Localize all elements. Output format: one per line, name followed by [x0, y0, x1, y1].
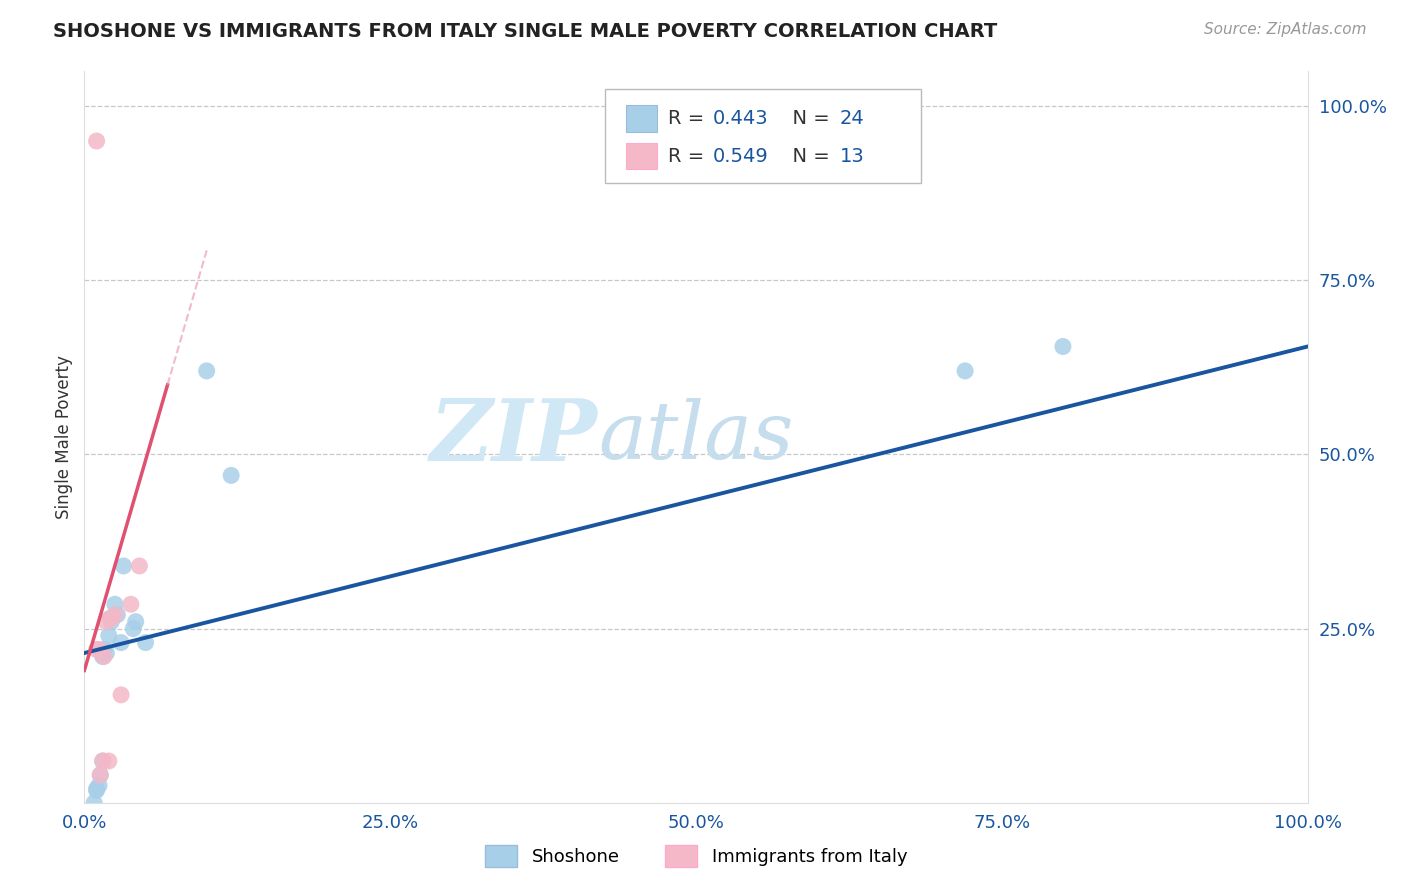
Point — [100, 615, 122, 629]
Point — [86, 134, 108, 148]
Text: Source: ZipAtlas.com: Source: ZipAtlas.com — [1204, 22, 1367, 37]
Point — [86, 642, 108, 657]
Y-axis label: Single Male Poverty: Single Male Poverty — [55, 355, 73, 519]
Text: 13: 13 — [839, 146, 865, 166]
Legend: Shoshone, Immigrants from Italy: Shoshone, Immigrants from Italy — [478, 838, 914, 874]
Point — [110, 688, 132, 702]
Point — [87, 778, 110, 792]
Text: N =: N = — [780, 109, 837, 128]
Point — [89, 768, 111, 782]
Point — [96, 615, 118, 629]
Point — [195, 364, 218, 378]
Point — [86, 781, 108, 796]
Point — [100, 611, 122, 625]
Point — [135, 635, 157, 649]
Point — [112, 558, 135, 573]
Text: ZIP: ZIP — [430, 395, 598, 479]
Point — [97, 629, 120, 643]
Point — [83, 796, 105, 810]
Point — [93, 642, 115, 657]
Text: 0.549: 0.549 — [713, 146, 769, 166]
Text: 0.443: 0.443 — [713, 109, 769, 128]
Text: SHOSHONE VS IMMIGRANTS FROM ITALY SINGLE MALE POVERTY CORRELATION CHART: SHOSHONE VS IMMIGRANTS FROM ITALY SINGLE… — [53, 22, 998, 41]
Point — [110, 635, 132, 649]
Point — [91, 649, 114, 664]
Point — [87, 642, 110, 657]
Text: atlas: atlas — [598, 399, 793, 475]
Point — [93, 649, 115, 664]
Point — [91, 646, 114, 660]
Point — [91, 754, 114, 768]
Point — [953, 364, 976, 378]
Point — [125, 615, 148, 629]
Text: N =: N = — [780, 146, 837, 166]
Point — [1052, 339, 1074, 353]
Text: R =: R = — [668, 109, 710, 128]
Point — [86, 783, 108, 797]
Point — [104, 597, 127, 611]
Text: R =: R = — [668, 146, 710, 166]
Point — [98, 611, 121, 625]
Point — [105, 607, 128, 622]
Point — [104, 607, 127, 622]
Point — [122, 622, 145, 636]
Point — [219, 468, 242, 483]
Point — [128, 558, 150, 573]
Point — [96, 646, 118, 660]
Point — [91, 754, 114, 768]
Point — [120, 597, 142, 611]
Point — [97, 754, 120, 768]
Point — [89, 768, 111, 782]
Text: 24: 24 — [839, 109, 865, 128]
